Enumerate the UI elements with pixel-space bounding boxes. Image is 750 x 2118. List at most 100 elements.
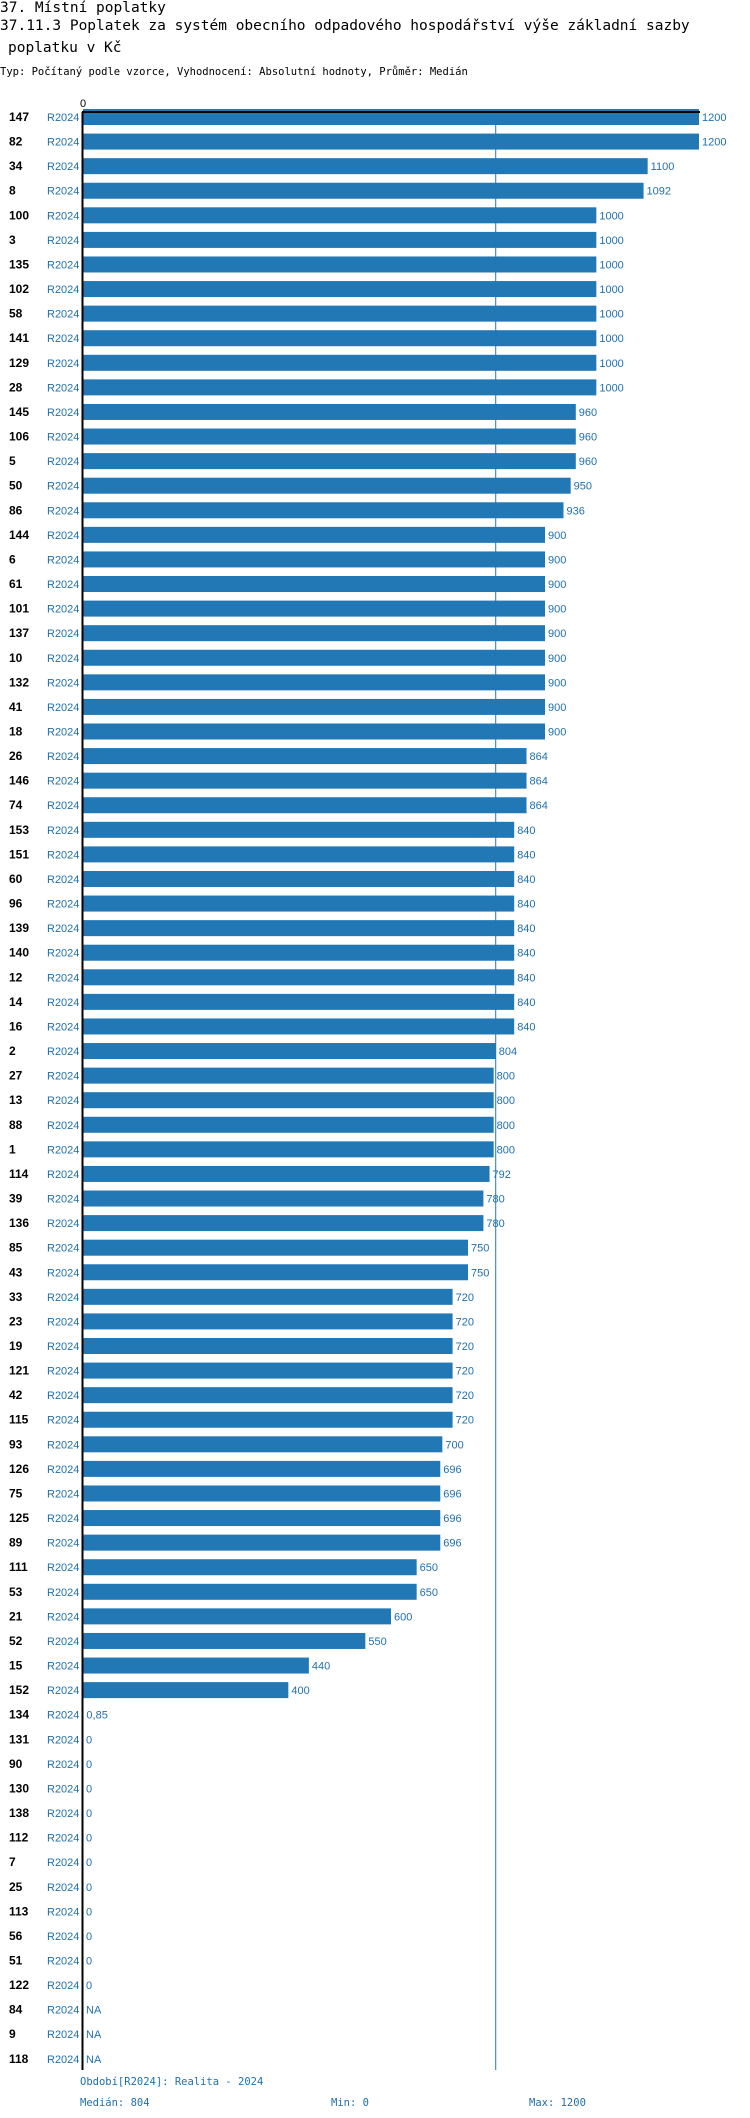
footer-max: Max: 1200 xyxy=(529,2097,586,2109)
row-id-label: 106 xyxy=(9,430,29,444)
row-id-label: 8 xyxy=(9,184,16,198)
bar-value-label: 840 xyxy=(517,948,535,960)
bar-value-label: 900 xyxy=(548,579,566,591)
bar-value-label: 950 xyxy=(574,481,592,493)
row-period-label: R2024 xyxy=(47,1169,79,1181)
row-id-label: 132 xyxy=(9,675,29,689)
row-period-label: R2024 xyxy=(47,2005,79,2017)
bar xyxy=(83,428,576,445)
bar-value-label: 900 xyxy=(548,554,566,566)
bar-value-label: 0 xyxy=(86,1783,92,1795)
row-id-label: 130 xyxy=(9,1781,29,1795)
row-id-label: 23 xyxy=(9,1314,23,1328)
row-period-label: R2024 xyxy=(47,849,79,861)
row-period-label: R2024 xyxy=(47,923,79,935)
row-period-label: R2024 xyxy=(47,1882,79,1894)
row-id-label: 16 xyxy=(9,1019,23,1033)
bar xyxy=(83,158,648,175)
bar xyxy=(83,502,564,519)
row-period-label: R2024 xyxy=(47,1931,79,1943)
bar xyxy=(83,1215,484,1232)
bar-value-label: 840 xyxy=(517,849,535,861)
bar-value-label: 0 xyxy=(86,1956,92,1968)
row-id-label: 121 xyxy=(9,1364,29,1378)
bar-value-label: 864 xyxy=(530,800,548,812)
row-id-label: 100 xyxy=(9,208,29,222)
row-id-label: 136 xyxy=(9,1216,29,1230)
row-id-label: 112 xyxy=(9,1831,29,1845)
bar-value-label: 720 xyxy=(456,1390,474,1402)
row-period-label: R2024 xyxy=(47,1783,79,1795)
row-id-label: 118 xyxy=(9,2052,29,2066)
bar-value-label: 800 xyxy=(497,1120,515,1132)
row-id-label: 2 xyxy=(9,1044,16,1058)
row-id-label: 12 xyxy=(9,970,23,984)
row-period-label: R2024 xyxy=(47,702,79,714)
row-period-label: R2024 xyxy=(47,1415,79,1427)
bar-value-label: 0 xyxy=(86,1759,92,1771)
row-id-label: 82 xyxy=(9,135,23,149)
bar xyxy=(83,969,515,986)
bar-value-label: 900 xyxy=(548,677,566,689)
bar-value-label: 840 xyxy=(517,825,535,837)
row-id-label: 138 xyxy=(9,1806,29,1820)
bar xyxy=(83,993,515,1010)
row-id-label: 153 xyxy=(9,823,29,837)
bar-value-label: 696 xyxy=(443,1538,461,1550)
row-period-label: R2024 xyxy=(47,1833,79,1845)
bar-value-label: 864 xyxy=(530,776,548,788)
row-period-label: R2024 xyxy=(47,1488,79,1500)
bar-value-label: 696 xyxy=(443,1488,461,1500)
row-id-label: 89 xyxy=(9,1536,23,1550)
row-period-label: R2024 xyxy=(47,1636,79,1648)
bar-value-label: 0 xyxy=(86,1931,92,1943)
row-id-label: 27 xyxy=(9,1069,23,1083)
bar-value-label: 1000 xyxy=(599,333,623,345)
row-period-label: R2024 xyxy=(47,1980,79,1992)
bar xyxy=(83,1411,453,1428)
row-period-label: R2024 xyxy=(47,1144,79,1156)
row-id-label: 13 xyxy=(9,1093,23,1107)
row-id-label: 145 xyxy=(9,405,29,419)
row-period-label: R2024 xyxy=(47,1243,79,1255)
bar-value-label: 650 xyxy=(420,1562,438,1574)
bar xyxy=(83,453,576,470)
bar-value-label: 900 xyxy=(548,628,566,640)
bar-value-label: NA xyxy=(86,2054,102,2066)
bar xyxy=(83,551,545,568)
row-period-label: R2024 xyxy=(47,481,79,493)
bar-value-label: 1000 xyxy=(599,284,623,296)
bar xyxy=(83,1534,441,1551)
bar-value-label: 900 xyxy=(548,604,566,616)
bar xyxy=(83,1043,496,1060)
row-id-label: 15 xyxy=(9,1659,23,1673)
row-period-label: R2024 xyxy=(47,235,79,247)
row-period-label: R2024 xyxy=(47,1685,79,1697)
bar-value-label: 0 xyxy=(86,1734,92,1746)
row-id-label: 96 xyxy=(9,897,23,911)
row-id-label: 25 xyxy=(9,1880,23,1894)
bar xyxy=(83,477,571,494)
row-id-label: 52 xyxy=(9,1634,23,1648)
bar xyxy=(83,1264,468,1281)
bar xyxy=(83,1436,443,1453)
row-period-label: R2024 xyxy=(47,554,79,566)
bar-value-label: 840 xyxy=(517,1021,535,1033)
bar xyxy=(83,379,597,396)
row-id-label: 86 xyxy=(9,503,23,517)
bar-value-label: 1092 xyxy=(647,186,671,198)
bar xyxy=(83,1239,468,1256)
row-period-label: R2024 xyxy=(47,1956,79,1968)
bar-value-label: 1000 xyxy=(599,358,623,370)
bar xyxy=(83,1559,417,1576)
bar xyxy=(83,1657,309,1674)
bar xyxy=(83,133,699,150)
row-id-label: 151 xyxy=(9,847,29,861)
axis-tick-label: 0 xyxy=(80,98,86,110)
bar xyxy=(83,1288,453,1305)
row-id-label: 137 xyxy=(9,626,29,640)
bar xyxy=(83,1092,494,1109)
bar-value-label: 720 xyxy=(456,1341,474,1353)
footer-median: Medián: 804 xyxy=(80,2097,150,2109)
